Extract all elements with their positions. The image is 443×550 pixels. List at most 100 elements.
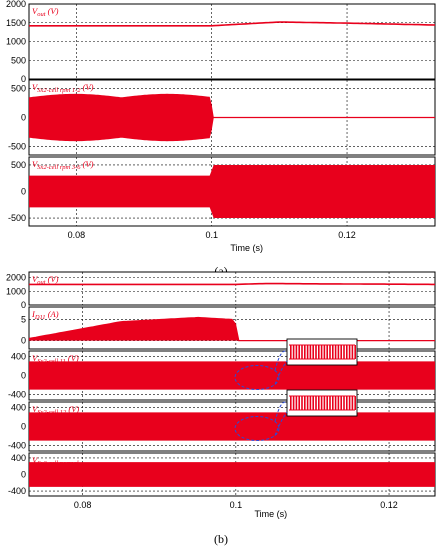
- signal-label-unit: (V): [81, 82, 94, 92]
- inset-pulse: [351, 345, 354, 359]
- signal-label-sub: Sx2-cell rpm 3-6: [37, 164, 81, 171]
- inset-pulse: [295, 396, 298, 410]
- y-tick-label: -500: [8, 141, 26, 151]
- panel-frame: [28, 271, 436, 306]
- y-tick-label: 0: [21, 336, 26, 346]
- y-tick-label: 400: [11, 352, 26, 362]
- inset-pulse: [306, 396, 309, 410]
- y-tick-label: 2000: [6, 273, 26, 283]
- signal-label-main: V: [32, 82, 39, 92]
- signal-label-unit: (V): [66, 404, 79, 414]
- x-tick-label: 0.12: [380, 500, 398, 510]
- series-line: [28, 316, 435, 342]
- inset-pulse: [320, 345, 323, 359]
- inset-pulse: [298, 345, 300, 359]
- inset-pulse: [309, 396, 312, 410]
- inset-pulse: [292, 396, 295, 410]
- y-tick-label: 1000: [6, 286, 26, 296]
- signal-label-main: V: [32, 404, 39, 414]
- inset-pulse: [348, 345, 351, 359]
- inset-pulse: [323, 396, 326, 410]
- x-tick-label: 0.08: [74, 500, 92, 510]
- series-3: [29, 412, 435, 441]
- inset-pulse: [340, 396, 342, 410]
- y-tick-label: -400: [8, 389, 26, 399]
- panel: -400 0 400 VSx2-cell 12 (V): [8, 401, 436, 452]
- signal-label: ID11 (A): [31, 309, 59, 321]
- inset-pulse: [326, 345, 328, 359]
- panel: -400 0 400 VSx2-cell 11 (V): [8, 350, 436, 401]
- y-tick-label: 400: [11, 453, 26, 463]
- inset-pulse: [301, 396, 303, 410]
- signal-label: VSx2-cell rpm 1-2 (V): [32, 82, 94, 94]
- inset-pulse: [315, 345, 317, 359]
- inset-pulse: [304, 396, 306, 410]
- y-tick-label: 0: [21, 300, 26, 310]
- y-tick-label: 0: [21, 422, 26, 432]
- signal-label-unit: (V): [66, 353, 79, 363]
- zoom-arrow: [274, 411, 288, 436]
- switching-envelope: [29, 165, 435, 218]
- signal-label-main: I: [31, 309, 36, 319]
- panel-frame: [28, 3, 436, 80]
- inset-pulse: [326, 396, 328, 410]
- signal-label-main: V: [32, 353, 39, 363]
- inset-pulse: [290, 345, 292, 359]
- signal-label-main: V: [32, 159, 39, 169]
- switching-envelope: [29, 412, 435, 441]
- inset-pulse: [329, 345, 331, 359]
- panel: -500 0 500 VSx2-cell rpm 1-2 (V): [8, 79, 436, 156]
- y-tick-label: 0: [21, 74, 26, 84]
- series-line: [29, 21, 436, 27]
- y-tick-label: -400: [8, 440, 26, 450]
- inset-pulse: [318, 345, 320, 359]
- panel: -400 0 400 VSx2-cell normal: [8, 452, 436, 497]
- inset-pulse: [304, 345, 306, 359]
- inset-pulse: [346, 396, 348, 410]
- signal-label-sub: Sx2-cell rpm 1-2: [37, 87, 81, 94]
- inset-pulse: [312, 345, 314, 359]
- zoom-inset: [234, 338, 358, 390]
- inset-pulse: [334, 345, 337, 359]
- zoom-arrow: [274, 360, 288, 385]
- signal-label-sub: out: [37, 11, 46, 18]
- series-0: [29, 282, 435, 286]
- signal-label-main: V: [32, 6, 39, 16]
- inset-pulse: [337, 396, 340, 410]
- signal-label-unit: (V): [81, 159, 94, 169]
- y-tick-label: 500: [11, 160, 26, 170]
- y-tick-label: -400: [8, 486, 26, 496]
- series-4: [29, 462, 435, 487]
- x-tick-label: 0.1: [230, 500, 243, 510]
- signal-label-unit: (V): [46, 274, 59, 284]
- signal-label: Vout (V): [32, 274, 59, 286]
- inset-pulse: [315, 396, 317, 410]
- y-tick-label: 1500: [6, 18, 26, 28]
- inset-pulse: [351, 396, 354, 410]
- inset-pulse: [318, 396, 320, 410]
- inset-pulse: [301, 345, 303, 359]
- y-tick-label: 400: [11, 403, 26, 413]
- zoom-arrow: [274, 401, 288, 422]
- panel: -500 0 500 VSx2-cell rpm 3-6 (V): [8, 156, 436, 227]
- y-tick-label: 0: [21, 113, 26, 123]
- signal-label: Vout (V): [32, 6, 59, 18]
- inset-pulse: [332, 396, 334, 410]
- signal-label-sub: D11: [34, 314, 46, 321]
- series-2: [29, 361, 435, 390]
- inset-pulse: [354, 345, 356, 359]
- panel: 0 1000 2000 Vout (V): [6, 271, 436, 310]
- signal-label-sub: Sx2-cell 12: [37, 409, 67, 416]
- inset-pulse: [295, 345, 298, 359]
- y-tick-label: 0: [21, 371, 26, 381]
- inset-pulse: [320, 396, 323, 410]
- x-tick-label: 0.08: [68, 230, 86, 240]
- y-tick-label: 500: [11, 84, 26, 94]
- x-axis-label: Time (s): [254, 509, 287, 519]
- y-tick-label: 0: [21, 187, 26, 197]
- inset-pulse: [290, 396, 292, 410]
- inset-pulse: [312, 396, 314, 410]
- x-tick-label: 0.12: [338, 230, 356, 240]
